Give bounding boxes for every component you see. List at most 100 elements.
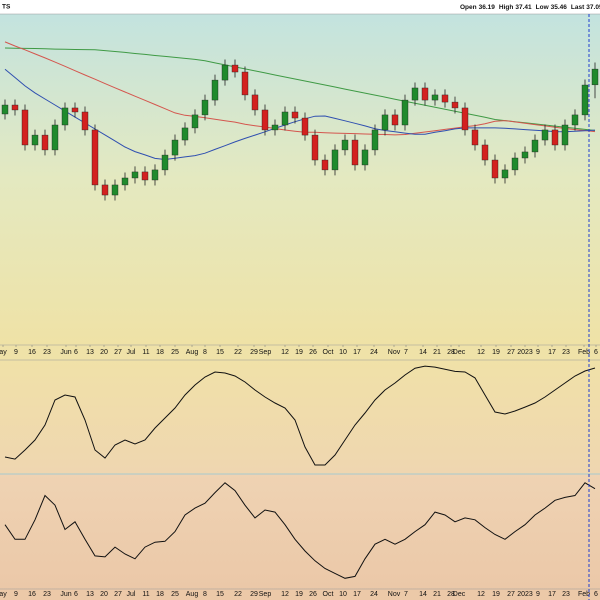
candle-body [51, 124, 59, 151]
candle-body [291, 111, 299, 119]
x-tick-label: 23 [43, 349, 51, 356]
x-tick-label: 6 [74, 591, 78, 598]
quote-value: 35.46 [551, 4, 568, 11]
candle-body [71, 107, 79, 113]
x-tick-label: Oct [323, 349, 334, 356]
ticker: TS [2, 4, 11, 11]
x-tick-label: 27 [507, 591, 515, 598]
candle-body [281, 111, 289, 126]
x-tick-label: ay [0, 349, 7, 356]
candle-body [41, 134, 49, 151]
candle-body [401, 99, 409, 126]
x-tick-label: 27 [114, 349, 122, 356]
candle-body [531, 139, 539, 153]
x-tick-label: 29 [250, 349, 258, 356]
x-tick-label: 12 [281, 591, 289, 598]
candle-body [371, 129, 379, 151]
x-tick-label: 2023 [517, 591, 533, 598]
x-tick-label: 23 [562, 591, 570, 598]
x-tick-label: 16 [28, 349, 36, 356]
candle-body [191, 114, 199, 129]
candle-body [431, 94, 439, 101]
x-tick-label: 25 [171, 591, 179, 598]
candle-body [351, 139, 359, 166]
x-tick-label: ay [0, 591, 7, 598]
axis-band [0, 589, 600, 600]
x-tick-label: 26 [309, 349, 317, 356]
x-tick-label: 17 [548, 591, 556, 598]
marks: ayay9916162323JunJun66131320202727JulJul… [0, 41, 599, 598]
x-tick-label: Jul [127, 349, 136, 356]
x-tick-label: Feb [578, 591, 590, 598]
candle-body [301, 117, 309, 136]
candle-body [341, 139, 349, 151]
candle-body [11, 104, 19, 111]
candle-body [321, 159, 329, 171]
candle-body [121, 177, 129, 186]
indicator-line [4, 365, 596, 466]
candle-body [441, 94, 449, 103]
x-tick-label: 18 [156, 349, 164, 356]
x-tick-label: 6 [74, 349, 78, 356]
x-tick-label: 11 [142, 591, 149, 598]
indicator-panel [0, 360, 600, 474]
x-tick-label: 14 [419, 349, 427, 356]
candle-body [501, 169, 509, 179]
x-tick-label: 28 [447, 349, 455, 356]
x-tick-label: Dec [453, 349, 466, 356]
candle-body [471, 129, 479, 146]
candle-body [361, 149, 369, 166]
x-tick-label: 19 [295, 349, 303, 356]
candle-body [311, 134, 319, 161]
candle-body [331, 149, 339, 171]
x-tick-label: 24 [370, 591, 378, 598]
x-tick-label: 10 [339, 349, 347, 356]
quote-label: Open [460, 4, 477, 11]
x-tick-label: 12 [477, 349, 485, 356]
indicator-panel [0, 474, 600, 589]
x-tick-label: 22 [234, 349, 242, 356]
candle-body [231, 64, 239, 73]
x-tick-label: 27 [114, 591, 122, 598]
x-tick-label: 26 [309, 591, 317, 598]
x-tick-label: 12 [477, 591, 485, 598]
x-tick-label: 6 [594, 591, 598, 598]
x-tick-label: Sep [259, 349, 272, 356]
x-tick-label: 2023 [517, 349, 533, 356]
x-tick-label: Nov [388, 349, 401, 356]
candle-body [111, 184, 119, 196]
candle-body [571, 114, 579, 126]
x-tick-label: 23 [43, 591, 51, 598]
x-tick-label: 15 [216, 591, 224, 598]
axis-band [0, 345, 600, 360]
candle-body [481, 144, 489, 161]
x-tick-label: 19 [492, 591, 500, 598]
candle-body [411, 87, 419, 101]
quote-value: 36.19 [479, 4, 496, 11]
candle-body [81, 111, 89, 131]
x-tick-label: 20 [100, 349, 108, 356]
x-tick-label: 21 [433, 349, 441, 356]
x-tick-label: 19 [492, 349, 500, 356]
candle-body [1, 104, 9, 115]
candle-body [561, 124, 569, 146]
x-tick-label: 9 [14, 591, 18, 598]
quote-label: Low [536, 4, 550, 11]
moving-average [4, 41, 596, 136]
x-tick-label: 13 [86, 591, 94, 598]
x-tick-label: 17 [353, 591, 361, 598]
price-panel [0, 14, 600, 345]
candle-body [101, 184, 109, 196]
candle-body [181, 127, 189, 141]
x-tick-label: Jun [60, 591, 71, 598]
x-tick-label: 19 [295, 591, 303, 598]
moving-average [4, 47, 596, 131]
quote-value: 37.05 [586, 4, 600, 11]
x-tick-label: 15 [216, 349, 224, 356]
candle-body [241, 71, 249, 96]
x-tick-label: 8 [203, 591, 207, 598]
x-tick-label: Aug [186, 349, 199, 356]
candle-body [201, 99, 209, 116]
